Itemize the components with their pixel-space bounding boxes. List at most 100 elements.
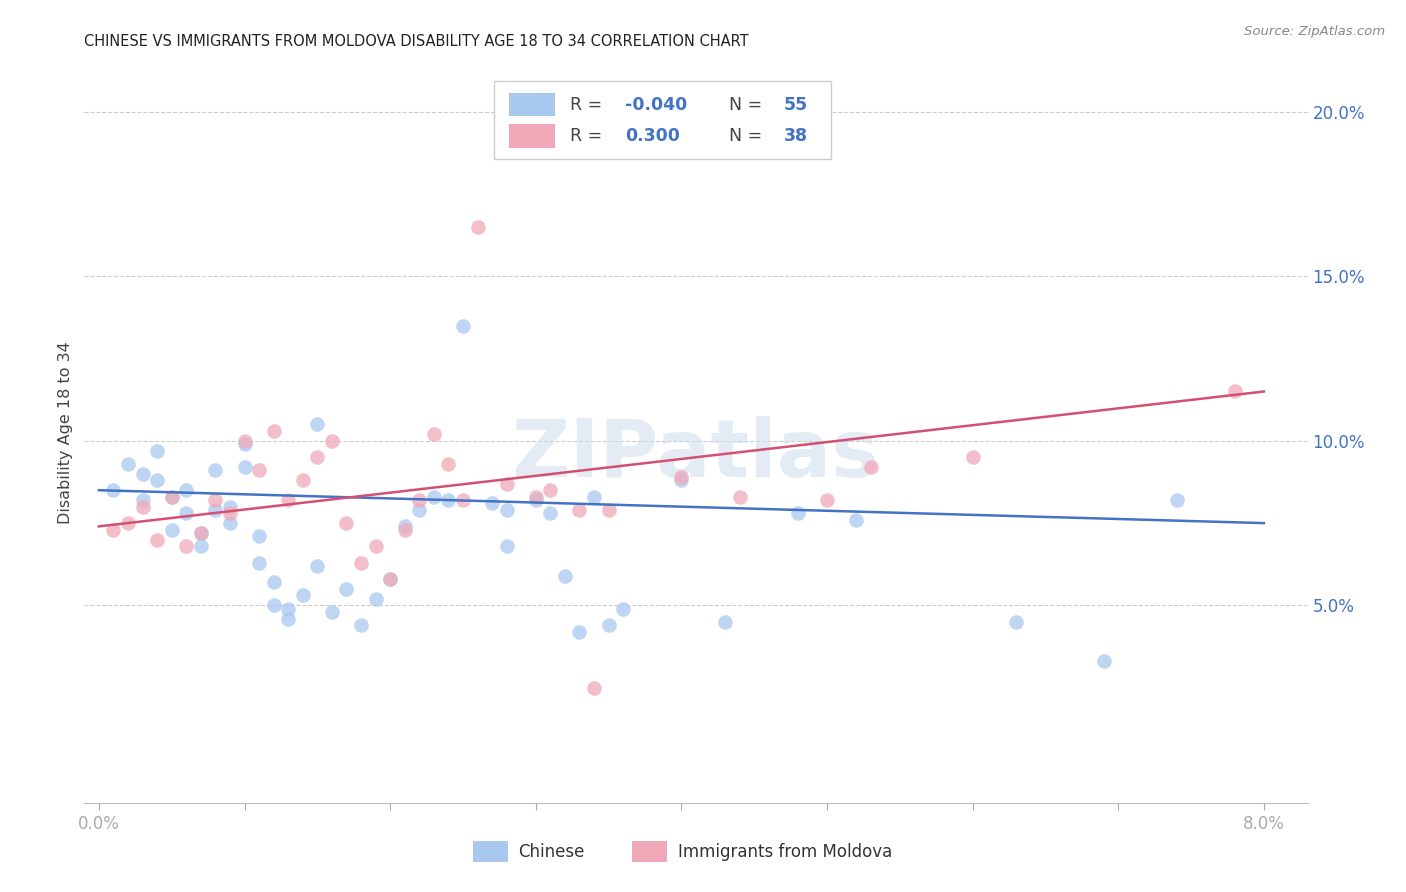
Immigrants from Moldova <box>117 516 139 530</box>
Chinese <box>583 490 606 504</box>
Immigrants from Moldova <box>583 681 606 695</box>
Text: N =: N = <box>728 127 768 145</box>
Text: 0.300: 0.300 <box>626 127 681 145</box>
Text: 38: 38 <box>785 127 808 145</box>
Immigrants from Moldova <box>568 503 591 517</box>
Chinese <box>350 618 373 632</box>
Immigrants from Moldova <box>247 463 270 477</box>
Chinese <box>174 506 197 520</box>
Chinese <box>538 506 561 520</box>
Chinese <box>451 318 474 333</box>
Immigrants from Moldova <box>451 493 474 508</box>
Immigrants from Moldova <box>538 483 561 498</box>
Chinese <box>131 467 153 481</box>
FancyBboxPatch shape <box>633 841 666 862</box>
Chinese <box>117 457 139 471</box>
Immigrants from Moldova <box>859 460 882 475</box>
Immigrants from Moldova <box>728 490 751 504</box>
Chinese <box>408 503 430 517</box>
Immigrants from Moldova <box>350 556 373 570</box>
Immigrants from Moldova <box>291 473 314 487</box>
Chinese <box>204 463 226 477</box>
Immigrants from Moldova <box>394 523 416 537</box>
Chinese <box>247 556 270 570</box>
Chinese <box>247 529 270 543</box>
Chinese <box>671 473 693 487</box>
Text: Source: ZipAtlas.com: Source: ZipAtlas.com <box>1244 25 1385 38</box>
Immigrants from Moldova <box>233 434 256 448</box>
Immigrants from Moldova <box>146 533 169 547</box>
Immigrants from Moldova <box>598 503 620 517</box>
Chinese <box>699 124 721 138</box>
Immigrants from Moldova <box>495 476 517 491</box>
Chinese <box>190 539 212 553</box>
Immigrants from Moldova <box>1223 384 1246 399</box>
Chinese <box>394 519 416 533</box>
Immigrants from Moldova <box>174 539 197 553</box>
Chinese <box>380 572 402 586</box>
Chinese <box>263 599 285 613</box>
Chinese <box>335 582 357 596</box>
Chinese <box>423 490 446 504</box>
Chinese <box>103 483 125 498</box>
Chinese <box>495 503 517 517</box>
Chinese <box>160 523 183 537</box>
Text: CHINESE VS IMMIGRANTS FROM MOLDOVA DISABILITY AGE 18 TO 34 CORRELATION CHART: CHINESE VS IMMIGRANTS FROM MOLDOVA DISAB… <box>84 34 749 49</box>
Immigrants from Moldova <box>204 493 226 508</box>
Chinese <box>321 605 343 619</box>
Chinese <box>364 591 387 606</box>
Chinese <box>714 615 737 629</box>
Chinese <box>219 500 242 514</box>
Immigrants from Moldova <box>131 500 153 514</box>
Immigrants from Moldova <box>190 526 212 541</box>
Chinese <box>1166 493 1188 508</box>
Chinese <box>174 483 197 498</box>
Immigrants from Moldova <box>408 493 430 508</box>
Text: ZIPatlas: ZIPatlas <box>512 416 880 494</box>
Immigrants from Moldova <box>103 523 125 537</box>
Immigrants from Moldova <box>263 424 285 438</box>
Chinese <box>787 506 810 520</box>
FancyBboxPatch shape <box>509 124 555 147</box>
Y-axis label: Disability Age 18 to 34: Disability Age 18 to 34 <box>58 342 73 524</box>
Chinese <box>190 526 212 541</box>
Chinese <box>160 490 183 504</box>
Text: R =: R = <box>569 95 607 113</box>
Immigrants from Moldova <box>321 434 343 448</box>
Chinese <box>131 493 153 508</box>
Chinese <box>277 611 299 625</box>
Immigrants from Moldova <box>307 450 329 465</box>
Text: Chinese: Chinese <box>519 843 585 861</box>
Chinese <box>307 417 329 432</box>
Chinese <box>598 618 620 632</box>
Chinese <box>524 493 547 508</box>
Chinese <box>1005 615 1028 629</box>
Chinese <box>233 437 256 451</box>
Immigrants from Moldova <box>962 450 984 465</box>
Chinese <box>219 516 242 530</box>
FancyBboxPatch shape <box>509 93 555 117</box>
Immigrants from Moldova <box>524 490 547 504</box>
Immigrants from Moldova <box>671 470 693 484</box>
Chinese <box>146 473 169 487</box>
Immigrants from Moldova <box>423 427 446 442</box>
Immigrants from Moldova <box>364 539 387 553</box>
Chinese <box>437 493 460 508</box>
Immigrants from Moldova <box>815 493 838 508</box>
Immigrants from Moldova <box>335 516 357 530</box>
Chinese <box>495 539 517 553</box>
Immigrants from Moldova <box>219 506 242 520</box>
Chinese <box>307 558 329 573</box>
Text: Immigrants from Moldova: Immigrants from Moldova <box>678 843 891 861</box>
Chinese <box>277 601 299 615</box>
Chinese <box>233 460 256 475</box>
Immigrants from Moldova <box>467 219 489 234</box>
Immigrants from Moldova <box>160 490 183 504</box>
Immigrants from Moldova <box>277 493 299 508</box>
Immigrants from Moldova <box>380 572 402 586</box>
Chinese <box>146 443 169 458</box>
Chinese <box>1092 654 1115 668</box>
Chinese <box>568 624 591 639</box>
Chinese <box>291 589 314 603</box>
Chinese <box>204 503 226 517</box>
